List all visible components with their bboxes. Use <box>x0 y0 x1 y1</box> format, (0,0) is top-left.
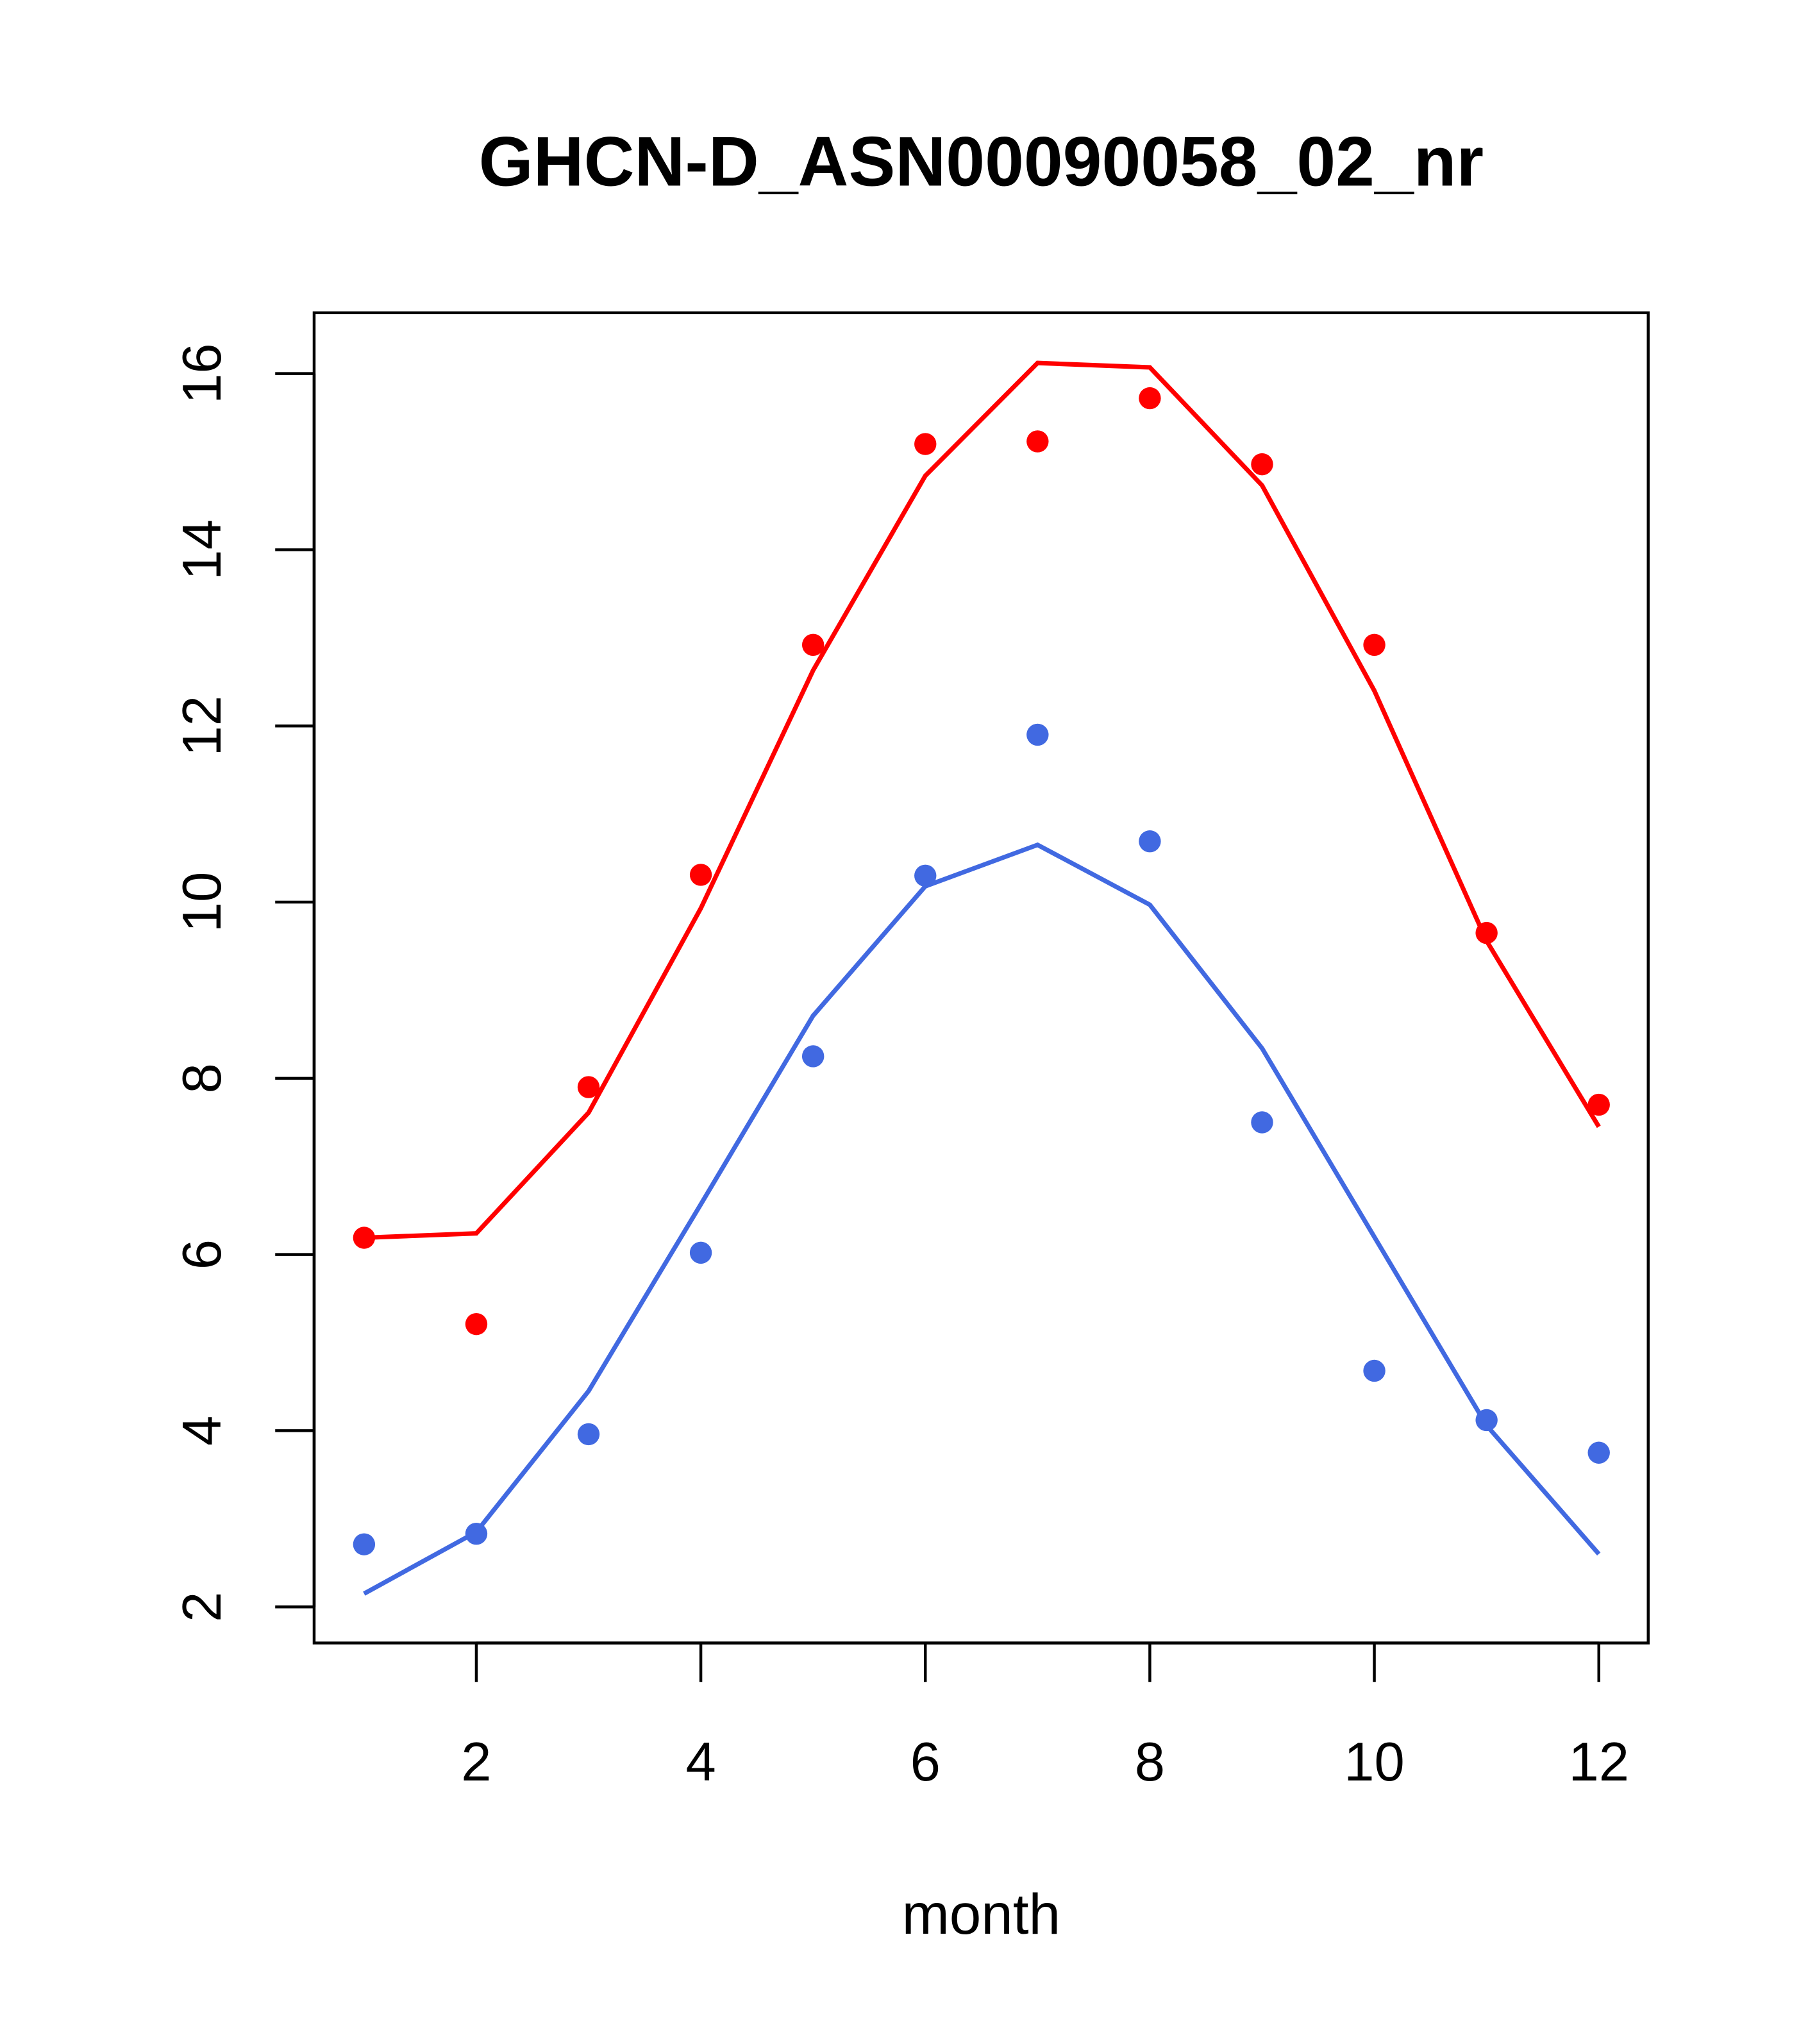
y-tick-label: 10 <box>172 872 233 933</box>
y-tick-label: 16 <box>172 343 233 404</box>
data-point <box>1251 453 1273 476</box>
plot-frame <box>312 311 1650 1645</box>
y-tick-label: 6 <box>172 1239 233 1269</box>
x-axis: 2 4 6 8 10 12 <box>461 1641 1629 1793</box>
y-tick-label: 14 <box>172 519 233 580</box>
data-point <box>1139 387 1161 410</box>
data-point <box>577 1423 600 1446</box>
y-axis: 2 4 6 8 10 12 14 16 <box>172 343 316 1622</box>
data-point <box>577 1076 600 1098</box>
data-point <box>1363 1359 1386 1382</box>
data-point <box>353 1227 376 1249</box>
x-tick-label: 2 <box>461 1732 491 1793</box>
data-point <box>801 1045 825 1068</box>
data-point <box>353 1533 376 1555</box>
series-line-1 <box>364 360 1601 1241</box>
data-point <box>1363 633 1386 657</box>
x-tick-label: 12 <box>1568 1732 1629 1793</box>
data-point <box>1587 1093 1610 1116</box>
y-tick-label: 2 <box>172 1592 233 1622</box>
data-point <box>689 1241 712 1264</box>
data-point <box>1139 830 1161 853</box>
data-point <box>689 864 712 886</box>
data-point <box>1587 1441 1610 1464</box>
x-tick-label: 6 <box>910 1732 941 1793</box>
x-tick-label: 8 <box>1135 1732 1165 1793</box>
data-point <box>1475 921 1498 944</box>
data-point <box>1251 1111 1273 1134</box>
data-point <box>801 633 825 657</box>
series-layer <box>353 360 1610 1596</box>
series-line-3 <box>363 842 1601 1596</box>
data-point <box>914 433 937 455</box>
x-tick-label: 10 <box>1344 1732 1405 1793</box>
y-tick-label: 4 <box>172 1416 233 1446</box>
data-point <box>1475 1409 1498 1432</box>
chart-title: GHCN-D_ASN00090058_02_nr <box>479 122 1484 201</box>
x-tick-label: 4 <box>685 1732 716 1793</box>
data-point <box>914 864 937 887</box>
y-tick-label: 12 <box>172 696 233 757</box>
data-point <box>1026 723 1049 746</box>
data-point <box>465 1312 488 1336</box>
y-tick-label: 8 <box>172 1063 233 1093</box>
data-point <box>465 1522 488 1545</box>
x-axis-label: month <box>902 1882 1061 1946</box>
data-point <box>1026 430 1049 453</box>
